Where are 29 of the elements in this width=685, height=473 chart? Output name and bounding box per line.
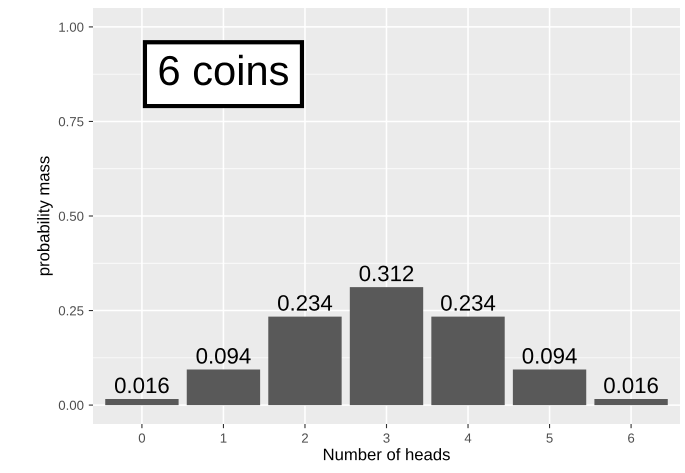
x-tick-label: 0 <box>138 433 146 443</box>
x-tick-label: 5 <box>546 434 553 443</box>
bar <box>350 287 424 406</box>
annotation: 6 coins <box>160 54 288 86</box>
text: 0.25 <box>58 306 84 316</box>
data-label: 0.234 <box>441 295 496 311</box>
bar <box>268 316 342 406</box>
x-tick-label: 6 <box>628 433 634 443</box>
x-tick-label: 2 <box>302 433 308 443</box>
data-label: 0.094 <box>522 348 577 364</box>
text: 1.00 <box>59 22 84 32</box>
x-tick-label: 3 <box>383 433 390 443</box>
data-label: 0.016 <box>114 378 169 394</box>
bar <box>186 370 260 406</box>
x-tick-label: 1 <box>220 434 226 443</box>
data-label: 0.016 <box>604 378 658 394</box>
text: 0.75 <box>58 117 84 126</box>
x-axis-title: Number of heads <box>324 448 450 460</box>
bar <box>431 316 505 406</box>
bar <box>105 399 179 406</box>
text: 0.00 <box>58 400 84 410</box>
data-label: 0.312 <box>360 266 414 282</box>
y-axis-title: probability mass <box>37 156 53 276</box>
x-tick-label: 4 <box>464 434 472 443</box>
bar <box>512 370 586 406</box>
data-label: 0.094 <box>196 348 251 364</box>
data-label: 0.234 <box>278 295 332 311</box>
text: 0.50 <box>58 212 84 221</box>
bar <box>594 399 668 406</box>
